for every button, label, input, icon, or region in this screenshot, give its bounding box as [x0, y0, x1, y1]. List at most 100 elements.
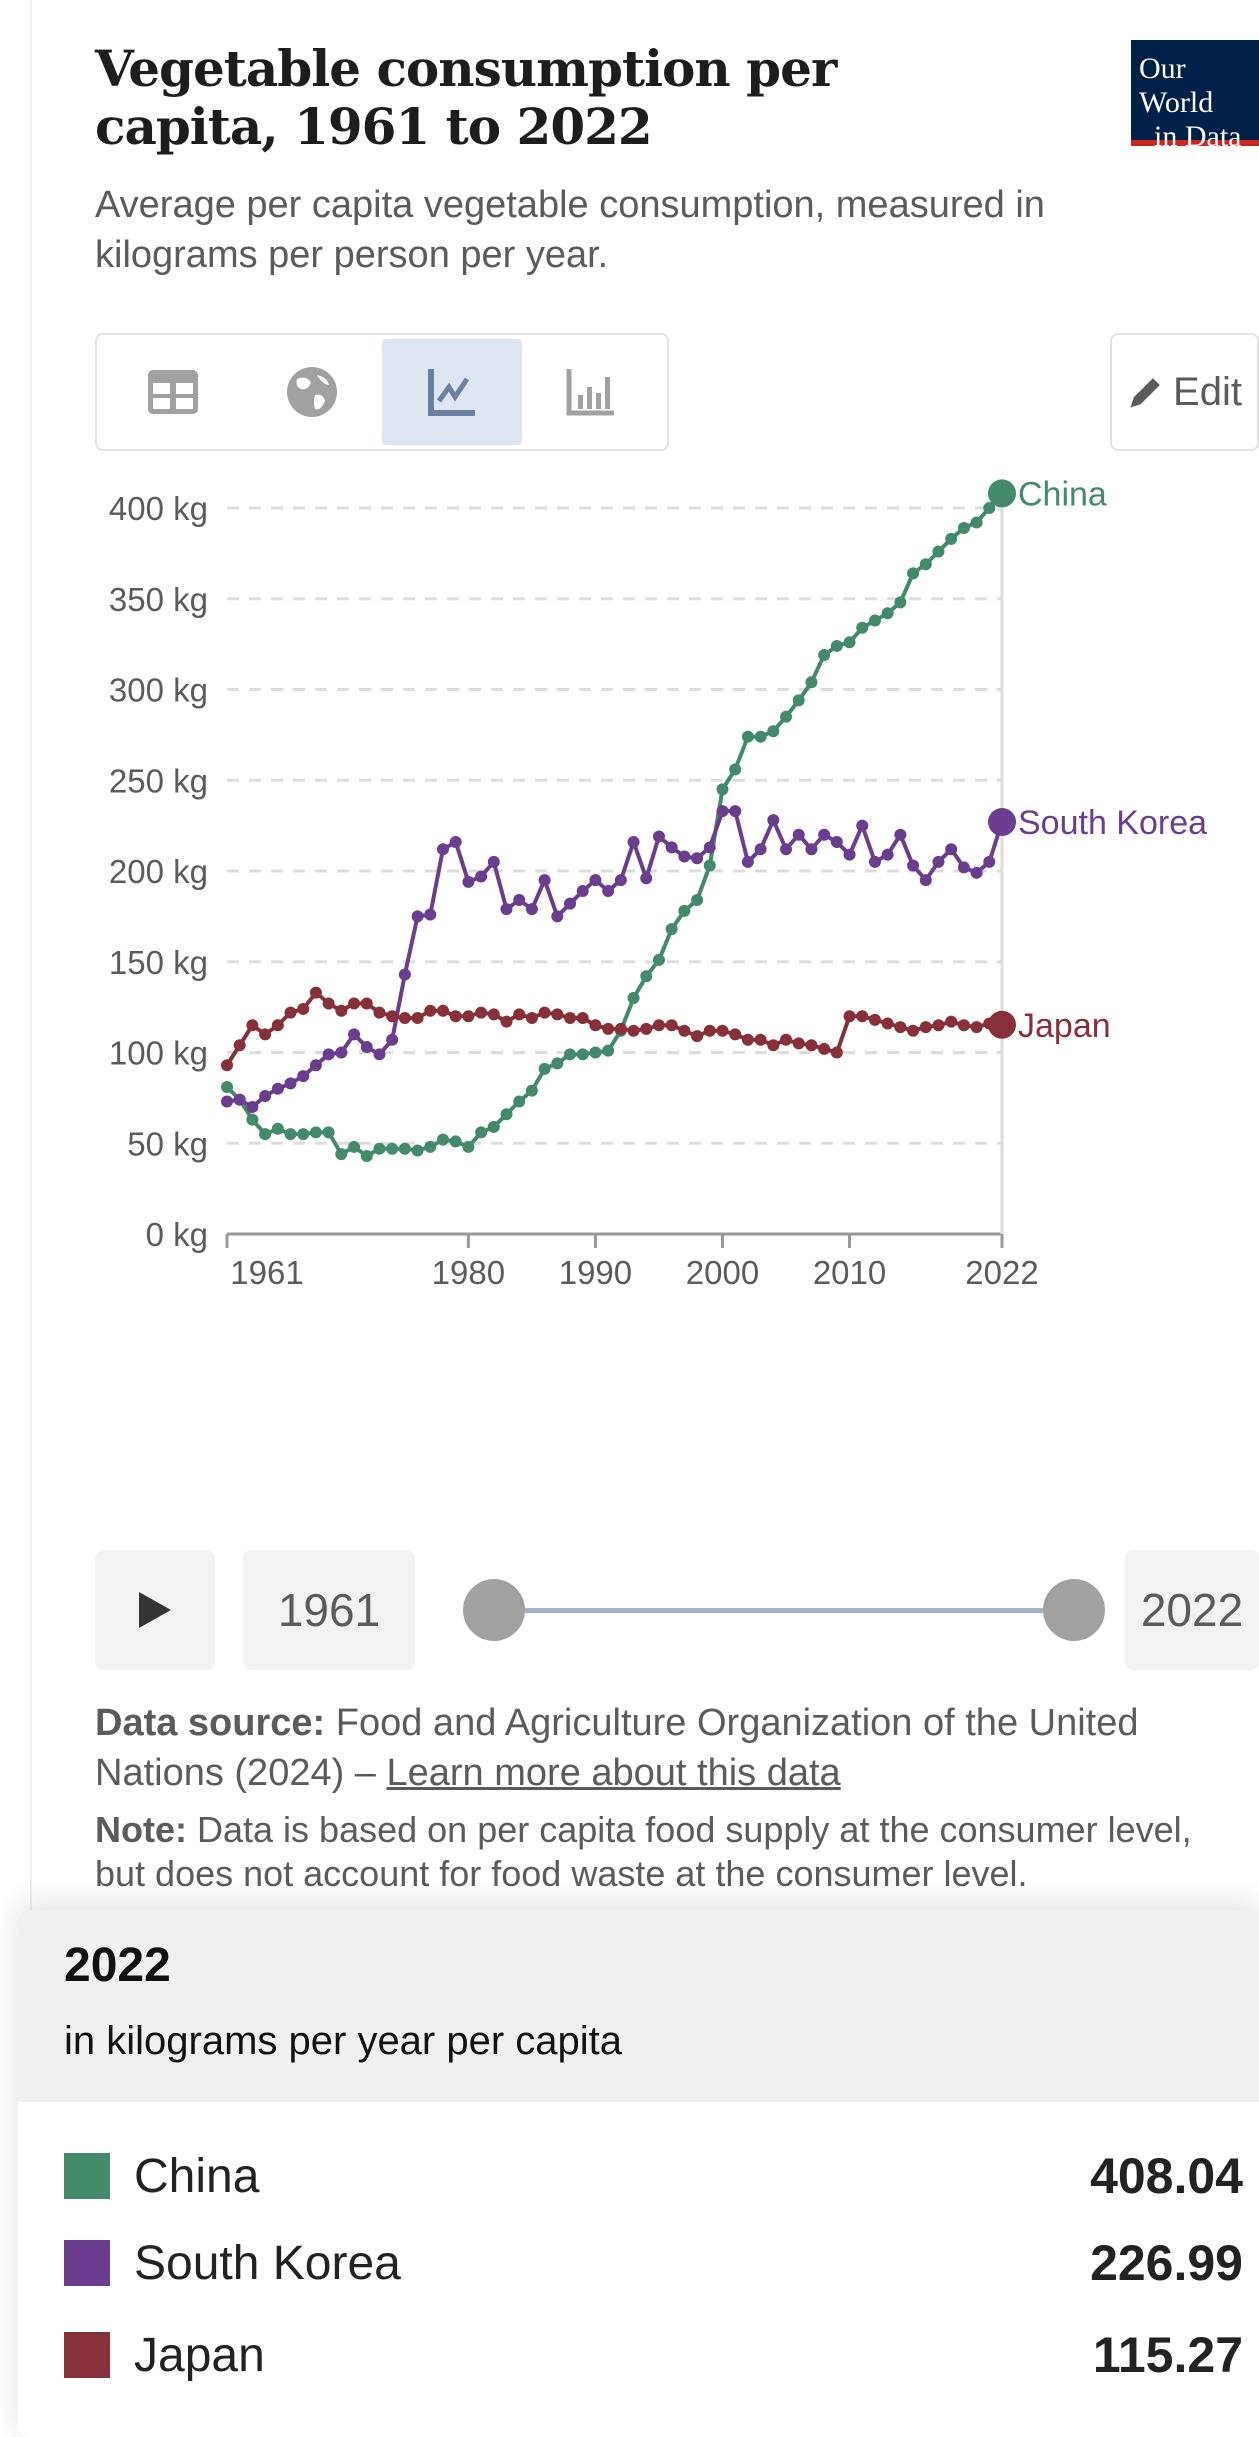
japan-point — [259, 1028, 272, 1041]
japan-point — [500, 1015, 513, 1028]
south-korea-point — [576, 884, 589, 897]
china-point — [894, 596, 907, 609]
owid-logo[interactable]: Our World in Data — [1131, 40, 1259, 153]
south-korea-point — [792, 828, 805, 841]
south-korea-point — [970, 866, 983, 879]
pencil-icon — [1130, 378, 1160, 408]
japan-point — [792, 1037, 805, 1050]
south-korea-point — [780, 843, 793, 856]
table-icon — [147, 370, 198, 414]
japan-point — [284, 1006, 297, 1019]
x-tick-label: 1980 — [432, 1254, 505, 1291]
japan-point — [957, 1019, 970, 1032]
timeline-track[interactable] — [495, 1608, 1075, 1613]
china-point — [221, 1080, 233, 1093]
note-text: Data is based on per capita food supply … — [95, 1809, 1192, 1894]
china-point — [297, 1128, 310, 1141]
source-text: Food and Agriculture Organization of the… — [95, 1702, 1139, 1794]
china-point — [767, 725, 780, 738]
japan-point — [919, 1021, 932, 1034]
japan-point — [652, 1019, 665, 1032]
south-korea-point — [729, 805, 742, 818]
x-tick-label: 2022 — [965, 1254, 1038, 1291]
tab-map[interactable] — [243, 339, 383, 445]
japan-point — [398, 1012, 411, 1025]
play-button[interactable] — [95, 1550, 215, 1670]
japan-point — [754, 1033, 767, 1046]
japan-point — [411, 1012, 424, 1025]
china-point — [792, 694, 805, 707]
japan-point — [309, 986, 322, 999]
japan-point — [614, 1022, 627, 1035]
japan-point — [221, 1059, 233, 1072]
page-border — [30, 0, 32, 1910]
japan-point — [271, 1019, 284, 1032]
china-point — [398, 1142, 411, 1155]
japan-point — [360, 997, 373, 1010]
learn-more-link[interactable]: Learn more about this data — [386, 1752, 841, 1794]
south-korea-point — [818, 828, 831, 841]
south-korea-point — [881, 848, 894, 861]
tooltip-year: 2022 — [64, 1939, 171, 1992]
tab-table[interactable] — [103, 339, 243, 445]
china-point — [754, 730, 767, 743]
south-korea-label: South Korea — [1018, 804, 1207, 842]
tooltip-value: 115.27 — [1092, 2327, 1243, 2383]
china-point — [691, 894, 704, 907]
china-point — [487, 1120, 500, 1133]
globe-icon — [287, 367, 338, 417]
y-tick-label: 400 kg — [109, 490, 208, 527]
south-korea-point — [652, 830, 665, 843]
y-tick-label: 150 kg — [109, 944, 208, 981]
japan-label: Japan — [1018, 1007, 1111, 1045]
japan-point — [678, 1024, 691, 1037]
south-korea-point — [411, 910, 424, 923]
japan-point — [462, 1010, 475, 1023]
japan-point — [335, 1004, 348, 1017]
china-point — [525, 1084, 538, 1097]
south-korea-point — [233, 1093, 246, 1106]
tab-bar[interactable] — [522, 339, 662, 445]
china-point — [932, 545, 945, 558]
china-point — [449, 1135, 462, 1148]
y-tick-label: 0 kg — [146, 1216, 208, 1253]
china-point — [988, 479, 1016, 508]
south-korea-point — [830, 835, 843, 848]
japan-point — [894, 1021, 907, 1034]
china-point — [678, 904, 691, 917]
china-point — [373, 1142, 386, 1155]
china-point — [411, 1144, 424, 1157]
south-korea-point — [246, 1100, 259, 1113]
china-point — [868, 614, 881, 627]
south-korea-point — [602, 884, 615, 897]
edit-button[interactable]: Edit — [1110, 333, 1259, 451]
south-korea-point — [754, 843, 767, 856]
china-point — [436, 1133, 449, 1146]
south-korea-point — [894, 828, 907, 841]
start-year-box[interactable]: 1961 — [243, 1550, 415, 1670]
south-korea-point — [398, 968, 411, 981]
end-year-box[interactable]: 2022 — [1125, 1550, 1259, 1670]
japan-point — [589, 1019, 602, 1032]
japan-point — [805, 1039, 818, 1052]
china-point — [462, 1140, 475, 1153]
tab-chart[interactable] — [382, 339, 522, 445]
south-korea-point — [475, 870, 488, 883]
japan-point — [322, 997, 335, 1010]
south-korea-point — [741, 855, 754, 868]
x-tick-label: 2010 — [813, 1254, 886, 1291]
south-korea-point — [665, 841, 678, 854]
china-point — [475, 1126, 488, 1139]
south-korea-point — [691, 852, 704, 865]
japan-point — [449, 1010, 462, 1023]
china-point — [284, 1128, 297, 1141]
timeline-end-handle[interactable] — [1043, 1579, 1105, 1641]
timeline-start-handle[interactable] — [463, 1579, 525, 1641]
south-korea-point — [513, 894, 526, 907]
china-point — [500, 1108, 513, 1121]
south-korea-point — [868, 855, 881, 868]
china-point — [856, 621, 869, 634]
japan-point — [780, 1033, 793, 1046]
south-korea-point — [525, 903, 538, 916]
china-point — [551, 1057, 564, 1070]
